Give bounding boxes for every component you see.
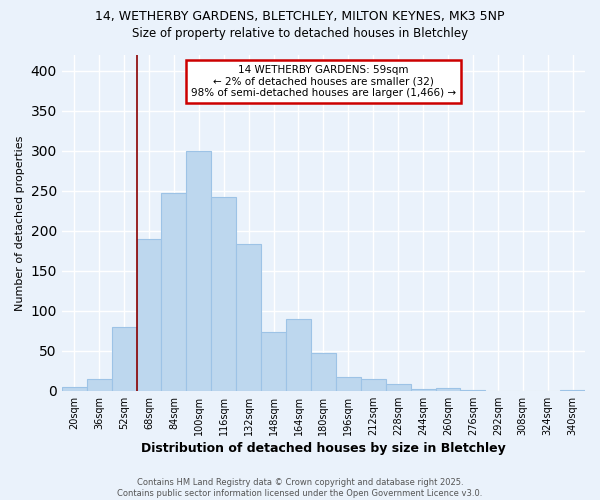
Bar <box>436 388 460 391</box>
Bar <box>386 384 410 391</box>
Bar <box>410 389 436 391</box>
Bar <box>336 377 361 391</box>
Bar <box>62 387 87 391</box>
Bar <box>187 151 211 391</box>
Bar <box>261 332 286 391</box>
Bar <box>311 353 336 391</box>
Bar <box>137 239 161 391</box>
Text: Size of property relative to detached houses in Bletchley: Size of property relative to detached ho… <box>132 28 468 40</box>
Bar <box>211 198 236 391</box>
Bar <box>460 390 485 391</box>
Text: Contains HM Land Registry data © Crown copyright and database right 2025.
Contai: Contains HM Land Registry data © Crown c… <box>118 478 482 498</box>
Bar <box>161 192 187 391</box>
Y-axis label: Number of detached properties: Number of detached properties <box>15 135 25 310</box>
Bar <box>560 390 585 391</box>
Bar <box>112 327 137 391</box>
Text: 14, WETHERBY GARDENS, BLETCHLEY, MILTON KEYNES, MK3 5NP: 14, WETHERBY GARDENS, BLETCHLEY, MILTON … <box>95 10 505 23</box>
Bar <box>286 319 311 391</box>
Bar <box>87 379 112 391</box>
Bar <box>236 244 261 391</box>
Bar <box>361 379 386 391</box>
X-axis label: Distribution of detached houses by size in Bletchley: Distribution of detached houses by size … <box>141 442 506 455</box>
Text: 14 WETHERBY GARDENS: 59sqm
← 2% of detached houses are smaller (32)
98% of semi-: 14 WETHERBY GARDENS: 59sqm ← 2% of detac… <box>191 65 456 98</box>
